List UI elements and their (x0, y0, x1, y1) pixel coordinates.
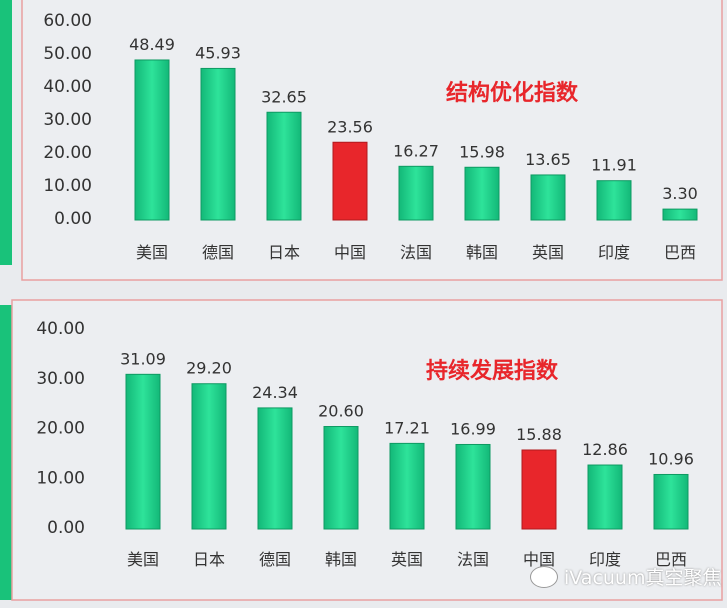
watermark-text: iVacuum真空聚焦 (564, 567, 722, 589)
bar-1 (125, 373, 161, 530)
data-label: 3.30 (662, 184, 698, 203)
bar-9 (662, 208, 698, 221)
bar-6 (464, 166, 500, 221)
x-tick-label: 英国 (532, 243, 564, 262)
bar-5 (398, 165, 434, 221)
x-tick-label: 韩国 (325, 550, 357, 569)
wechat-icon (530, 565, 558, 588)
x-tick-label: 韩国 (466, 243, 498, 262)
y-tick-label: 30.00 (36, 369, 85, 389)
left-edge-strip (0, 0, 12, 265)
y-tick-label: 50.00 (43, 44, 92, 64)
data-label: 31.09 (120, 349, 166, 368)
bar-8 (596, 180, 632, 221)
chart-title: 持续发展指数 (426, 358, 559, 384)
bar-3 (257, 407, 293, 530)
x-tick-label: 德国 (202, 243, 234, 262)
bar-1 (134, 59, 170, 221)
y-tick-label: 40.00 (36, 319, 85, 339)
bar-2 (200, 67, 236, 221)
x-tick-label: 印度 (589, 550, 621, 569)
left-edge-strip (0, 305, 12, 600)
x-tick-label: 英国 (391, 550, 423, 569)
y-tick-label: 0.00 (47, 518, 85, 538)
chart-title: 结构优化指数 (446, 80, 579, 106)
bar-7 (530, 174, 566, 221)
bar-6 (455, 443, 491, 530)
data-label: 16.99 (450, 419, 496, 438)
data-label: 12.86 (582, 440, 628, 459)
y-tick-label: 10.00 (43, 176, 92, 196)
data-label: 48.49 (129, 35, 175, 54)
data-label: 13.65 (525, 150, 571, 169)
watermark: iVacuum真空聚焦 (530, 563, 721, 590)
y-tick-label: 40.00 (43, 77, 92, 97)
y-tick-label: 20.00 (36, 419, 85, 439)
data-label: 15.88 (516, 425, 562, 444)
x-tick-label: 法国 (400, 243, 432, 262)
bar-2 (191, 383, 227, 530)
x-tick-label: 日本 (268, 243, 300, 262)
bar-8 (587, 464, 623, 530)
x-tick-label: 美国 (136, 243, 168, 262)
data-label: 10.96 (648, 449, 694, 468)
data-label: 20.60 (318, 402, 364, 421)
x-tick-label: 巴西 (664, 243, 696, 262)
bar-4 (332, 141, 368, 221)
bar-3 (266, 111, 302, 221)
data-label: 32.65 (261, 87, 307, 106)
data-label: 11.91 (591, 156, 637, 175)
x-tick-label: 中国 (334, 243, 366, 262)
bar-7 (521, 449, 557, 530)
data-label: 23.56 (327, 117, 373, 136)
y-tick-label: 60.00 (43, 11, 92, 31)
data-label: 45.93 (195, 43, 241, 62)
data-label: 17.21 (384, 418, 430, 437)
bar-4 (323, 426, 359, 530)
y-tick-label: 0.00 (54, 209, 92, 229)
bar-9 (653, 473, 689, 530)
x-tick-label: 印度 (598, 243, 630, 262)
x-tick-label: 巴西 (655, 550, 687, 569)
y-tick-label: 10.00 (36, 468, 85, 488)
y-tick-label: 30.00 (43, 110, 92, 130)
data-label: 24.34 (252, 383, 298, 402)
x-tick-label: 德国 (259, 550, 291, 569)
y-tick-label: 20.00 (43, 143, 92, 163)
data-label: 16.27 (393, 141, 439, 160)
bar-5 (389, 442, 425, 530)
data-label: 29.20 (186, 359, 232, 378)
x-tick-label: 法国 (457, 550, 489, 569)
x-tick-label: 日本 (193, 550, 225, 569)
x-tick-label: 中国 (523, 550, 555, 569)
chart-panel (21, 0, 723, 281)
x-tick-label: 美国 (127, 550, 159, 569)
data-label: 15.98 (459, 142, 505, 161)
